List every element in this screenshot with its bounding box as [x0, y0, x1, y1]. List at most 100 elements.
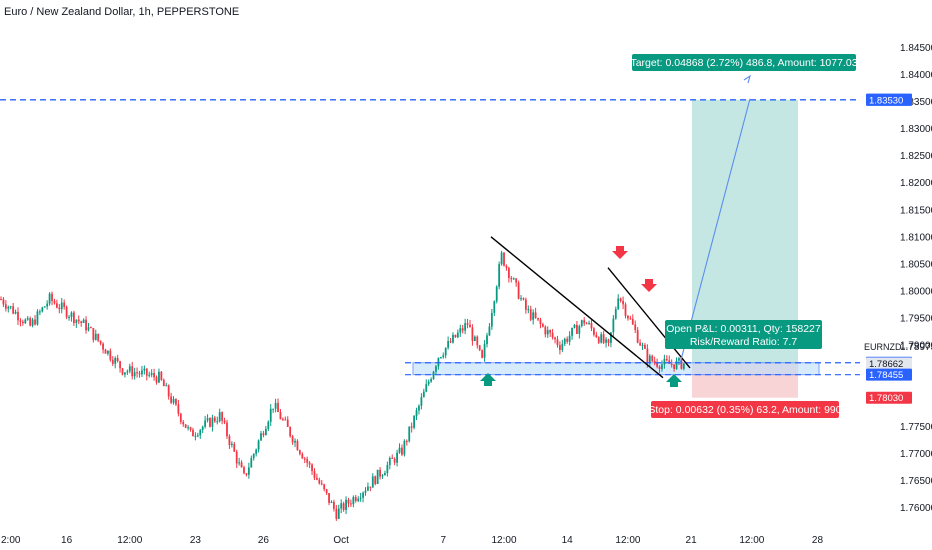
candle-body	[235, 451, 238, 464]
candle	[544, 325, 547, 338]
candle-body	[194, 435, 197, 437]
candle	[36, 309, 39, 326]
candle	[483, 340, 486, 362]
x-tick-label: 2:00	[1, 535, 21, 546]
candle	[116, 354, 119, 363]
candle-body	[308, 462, 311, 465]
candle-body	[568, 335, 571, 342]
candle-body	[627, 315, 629, 319]
candle-body	[155, 377, 158, 383]
candle	[274, 398, 277, 413]
y-tick-label: 1.81000	[900, 232, 932, 243]
candle	[337, 504, 340, 520]
candle-body	[252, 453, 255, 459]
candle	[607, 338, 610, 347]
candle-body	[364, 490, 367, 493]
candle-body	[464, 323, 467, 331]
candle	[209, 417, 211, 428]
candle-body	[573, 324, 576, 328]
candle	[345, 496, 347, 515]
candle	[70, 311, 73, 322]
candle	[653, 356, 656, 366]
candle-body	[150, 373, 153, 375]
candle	[85, 316, 87, 334]
candle	[160, 370, 163, 381]
candle	[396, 449, 398, 467]
zone-bottom-tag-bg	[866, 368, 912, 381]
candle-body	[544, 326, 547, 335]
candle-body	[204, 420, 207, 427]
candle-body	[85, 319, 87, 331]
candle-body	[245, 473, 248, 475]
candle	[102, 342, 104, 354]
candle-body	[459, 328, 462, 333]
candle	[240, 460, 243, 468]
candle-body	[486, 335, 488, 345]
candle-body	[141, 370, 143, 375]
candle	[199, 428, 202, 439]
projection-line	[679, 98, 751, 364]
candle-body	[371, 476, 374, 488]
candle	[187, 425, 190, 431]
time-axis: 2:00 16 12:00 23 26 Oct 7 12:00 14 12:00 21 12:00 28	[1, 535, 823, 546]
candle-body	[481, 350, 484, 358]
candle	[488, 323, 491, 337]
candle	[663, 354, 666, 369]
candle	[517, 280, 520, 300]
candle	[537, 317, 539, 322]
candle-body	[656, 362, 658, 367]
candle-body	[384, 473, 386, 476]
candle	[568, 331, 571, 346]
candle	[4, 300, 7, 312]
candle	[350, 499, 352, 508]
candle	[583, 317, 586, 326]
candle-body	[233, 443, 236, 452]
candle	[619, 297, 622, 303]
candle	[658, 365, 661, 374]
candle-body	[2, 299, 5, 305]
candle	[398, 443, 401, 454]
candle-body	[612, 318, 615, 333]
candle	[267, 420, 270, 432]
candle	[495, 285, 498, 304]
candle	[233, 441, 236, 453]
candle	[238, 457, 241, 466]
candle-body	[488, 326, 491, 336]
candle-body	[682, 363, 685, 369]
candle-body	[92, 328, 95, 340]
candle	[678, 357, 680, 365]
x-tick-label: 12:00	[117, 535, 142, 546]
candle	[247, 462, 250, 479]
candle	[437, 357, 440, 370]
candle-body	[325, 489, 328, 494]
candle	[532, 309, 535, 325]
labels-layer: 1.835331.835301.786751.786621.784551.780…	[630, 54, 932, 418]
y-tick-label: 1.80500	[900, 259, 932, 270]
candle	[77, 315, 80, 325]
candle-body	[226, 422, 228, 437]
candle-body	[17, 311, 19, 321]
candle-body	[296, 440, 299, 451]
x-tick-label: 16	[61, 535, 73, 546]
candle	[600, 332, 603, 344]
candle-body	[342, 503, 345, 510]
candle-body	[82, 319, 85, 323]
candle	[354, 494, 357, 503]
candle-body	[532, 312, 535, 320]
candle	[507, 266, 510, 283]
candle-body	[425, 384, 428, 392]
candle	[435, 364, 437, 375]
candle-body	[520, 298, 522, 300]
candle-body	[213, 417, 216, 422]
candle	[505, 264, 508, 271]
candle	[26, 315, 29, 321]
candle-body	[7, 306, 10, 309]
candle	[175, 398, 177, 407]
stop-badge-text: Stop: 0.00632 (0.35%) 63.2, Amount: 990	[648, 404, 841, 416]
candle-body	[311, 464, 313, 472]
candle	[264, 425, 267, 436]
candle	[520, 295, 522, 301]
candle-body	[264, 428, 267, 436]
candle-body	[396, 452, 398, 463]
